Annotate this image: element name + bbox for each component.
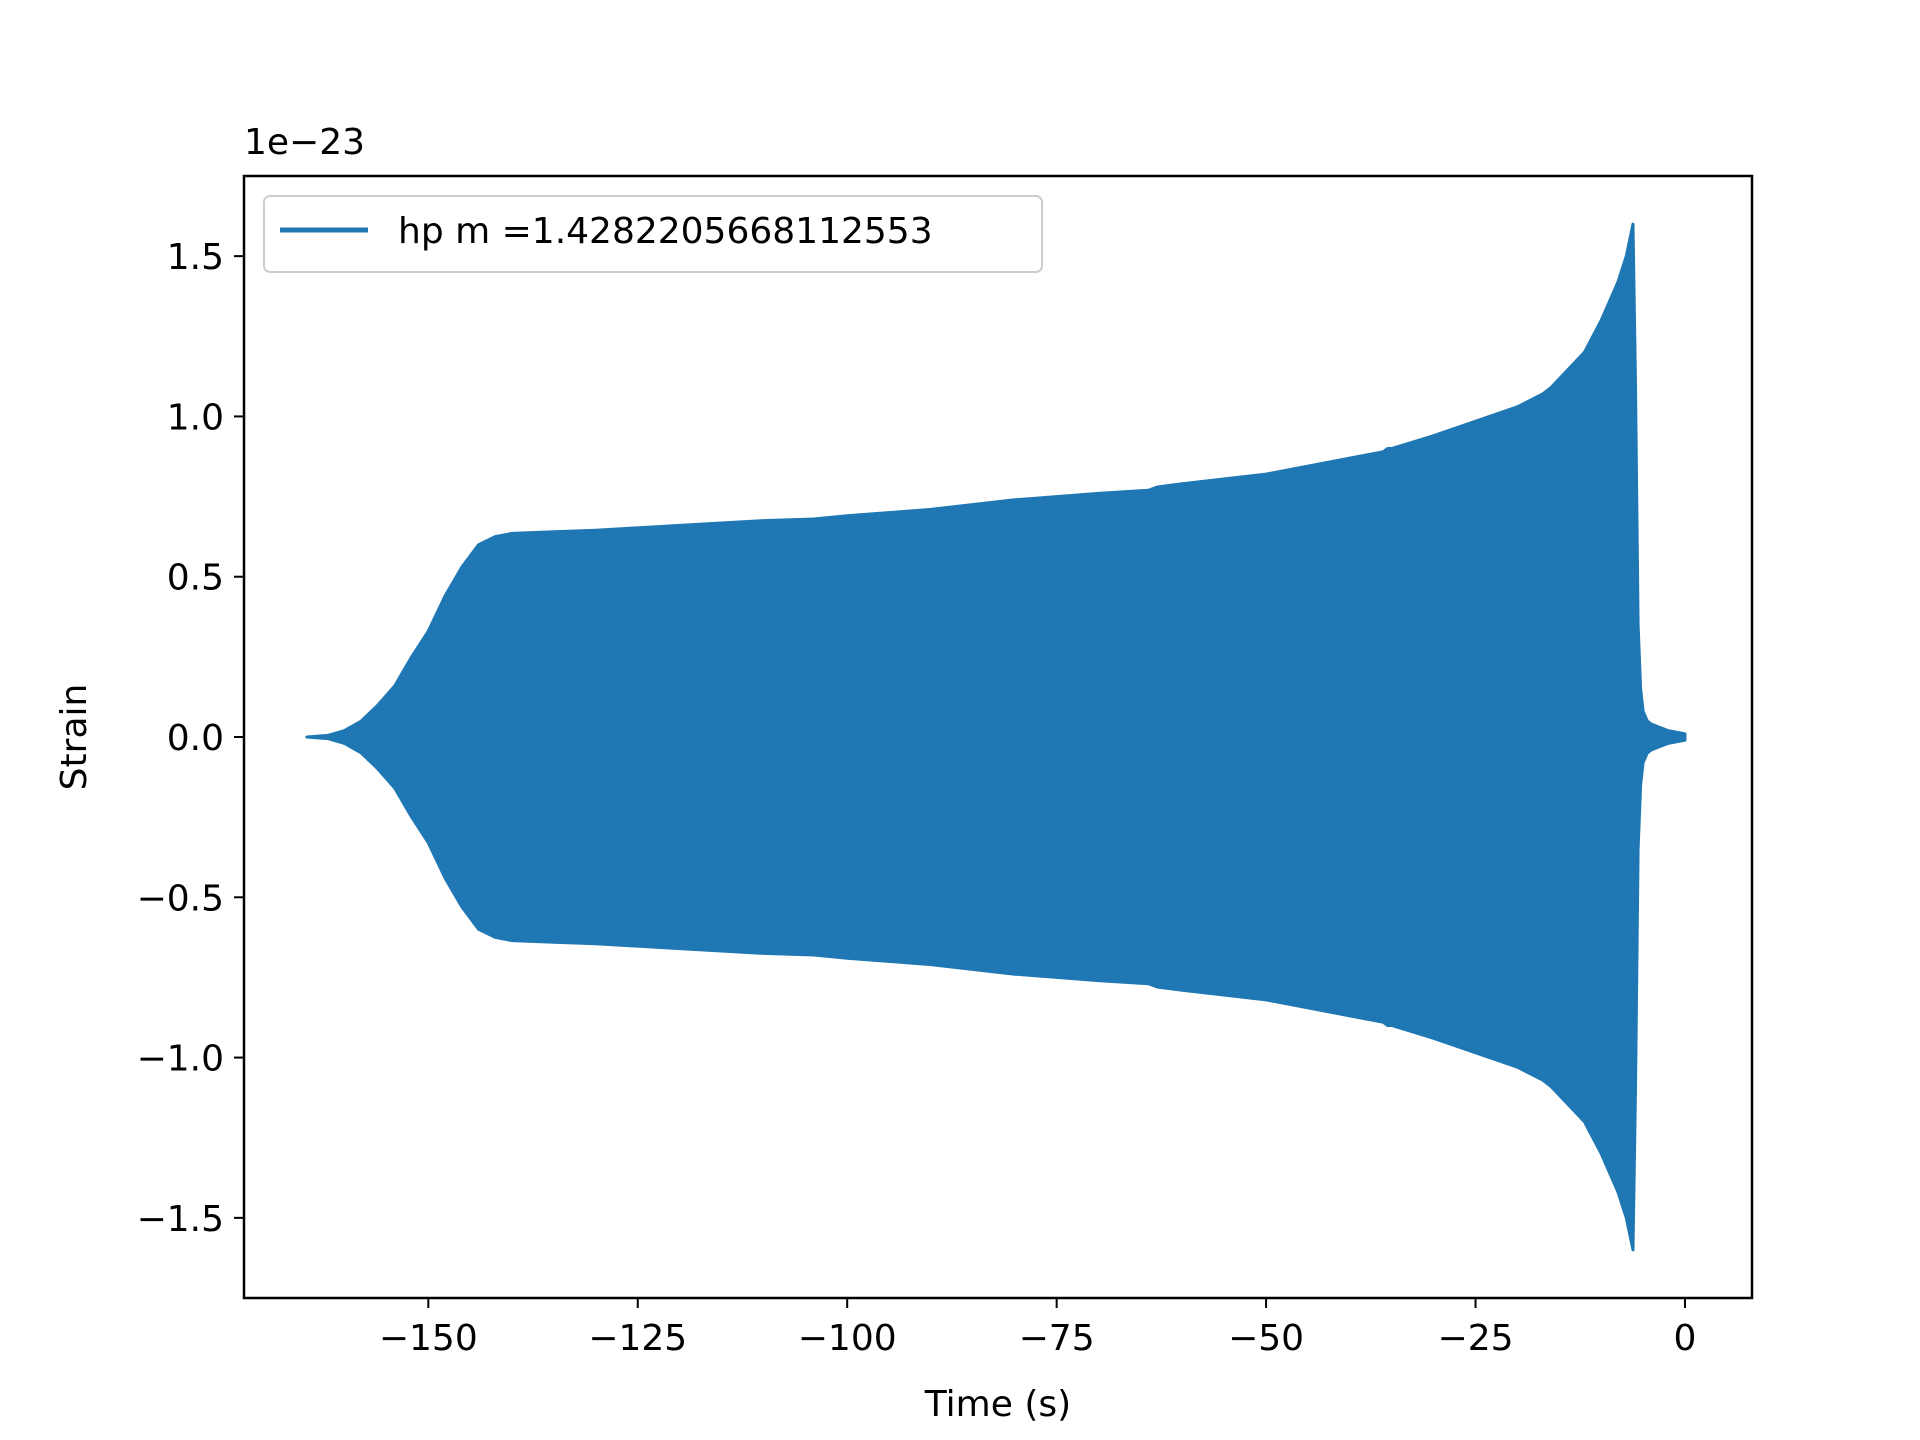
- y-offset-text: 1e−23: [244, 122, 365, 163]
- y-tick-label: 1.5: [167, 237, 224, 278]
- x-tick-label: −125: [588, 1318, 687, 1359]
- legend: hp m =1.4282205668112553: [263, 195, 1043, 273]
- y-tick-label: 0.5: [167, 558, 224, 599]
- y-axis-ticks: −1.5 −1.0 −0.5 0.0 0.5 1.0 1.5: [137, 237, 244, 1240]
- y-tick-label: −1.0: [137, 1039, 224, 1080]
- legend-box: [263, 195, 1043, 273]
- y-tick-label: 0.0: [167, 718, 224, 759]
- x-tick-label: −150: [379, 1318, 478, 1359]
- plot-area: [305, 222, 1687, 1252]
- x-tick-label: −75: [1019, 1318, 1095, 1359]
- x-tick-label: 0: [1674, 1318, 1697, 1359]
- legend-label-hp: hp m =1.4282205668112553: [398, 211, 933, 252]
- y-tick-label: −0.5: [137, 878, 224, 919]
- x-axis-ticks: −150 −125 −100 −75 −50 −25 0: [379, 1298, 1697, 1359]
- y-axis-label: Strain: [54, 684, 95, 791]
- y-tick-label: −1.5: [137, 1199, 224, 1240]
- x-tick-label: −100: [798, 1318, 897, 1359]
- series-hp-area: [305, 222, 1687, 1252]
- x-tick-label: −50: [1228, 1318, 1304, 1359]
- x-tick-label: −25: [1438, 1318, 1514, 1359]
- x-axis-label: Time (s): [924, 1384, 1071, 1425]
- y-tick-label: 1.0: [167, 397, 224, 438]
